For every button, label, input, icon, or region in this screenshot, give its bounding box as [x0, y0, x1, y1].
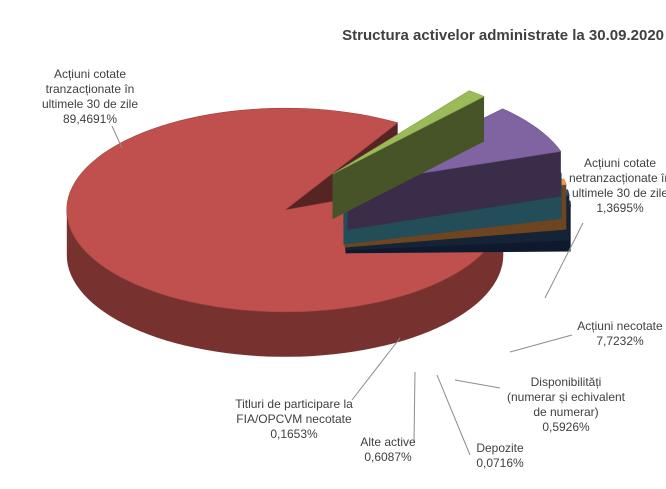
- data-label-line: 0,0716%: [476, 456, 524, 470]
- data-label-line: (numerar și echivalent: [507, 390, 626, 404]
- chart-title: Structura activelor administrate la 30.0…: [342, 27, 664, 44]
- data-label-line: 0,6087%: [364, 450, 412, 464]
- data-label-line: Disponibilități: [531, 375, 602, 389]
- data-label-line: Acțiuni cotate: [54, 67, 126, 81]
- slice-wall: [347, 151, 561, 230]
- leader-line-6: [351, 337, 401, 401]
- pie-slice-1: [332, 90, 485, 220]
- data-label-line: Acțiuni necotate: [577, 319, 663, 333]
- data-label-1: Acțiuni cotate netranzacționate în ultimel…: [569, 156, 666, 215]
- data-label-line: de numerar): [533, 405, 598, 419]
- data-label-0: Acțiuni cotate tranzacționate în ultimele …: [42, 67, 138, 126]
- slice-side: [66, 210, 504, 357]
- slice-top: [66, 107, 504, 313]
- data-label-3: Disponibilități (numerar și echivalent de …: [507, 375, 626, 434]
- data-label-line: 0,1653%: [270, 427, 318, 441]
- data-label-2: Acțiuni necotate 7,7232%: [577, 319, 663, 348]
- leader-line-4: [436, 374, 471, 456]
- data-label-line: 1,3695%: [596, 201, 644, 215]
- data-label-line: FIA/OPCVM necotate: [236, 412, 352, 426]
- data-label-line: 0,5926%: [542, 420, 590, 434]
- data-label-5: Alte active 0,6087%: [360, 435, 416, 464]
- data-label-4: Depozite 0,0716%: [476, 441, 524, 470]
- data-label-line: 7,7232%: [596, 334, 644, 348]
- leader-line-3: [454, 379, 501, 389]
- data-label-line: ultimele 30 de zile: [572, 186, 666, 200]
- data-label-6: Titluri de participare la FIA/OPCVM necot…: [235, 397, 353, 441]
- data-labels: Acțiuni cotate tranzacționate în ultimele …: [42, 67, 666, 470]
- slice-wall: [332, 96, 485, 220]
- data-label-line: tranzacționate în: [46, 82, 135, 96]
- leader-lines: [111, 125, 584, 456]
- data-label-line: Alte active: [360, 435, 416, 449]
- data-label-line: Acțiuni cotate: [584, 156, 656, 170]
- pie-slices: [66, 90, 572, 357]
- data-label-line: Titluri de participare la: [235, 397, 353, 411]
- leader-line-5: [413, 371, 416, 443]
- leader-line-1: [544, 222, 584, 299]
- leader-line-0: [111, 125, 123, 149]
- data-label-line: Depozite: [476, 441, 524, 455]
- slice-top: [332, 90, 485, 175]
- data-label-line: ultimele 30 de zile: [42, 97, 138, 111]
- data-label-line: 89,4691%: [63, 112, 117, 126]
- leader-line-2: [509, 334, 573, 353]
- data-label-line: netranzacționate în: [569, 171, 666, 185]
